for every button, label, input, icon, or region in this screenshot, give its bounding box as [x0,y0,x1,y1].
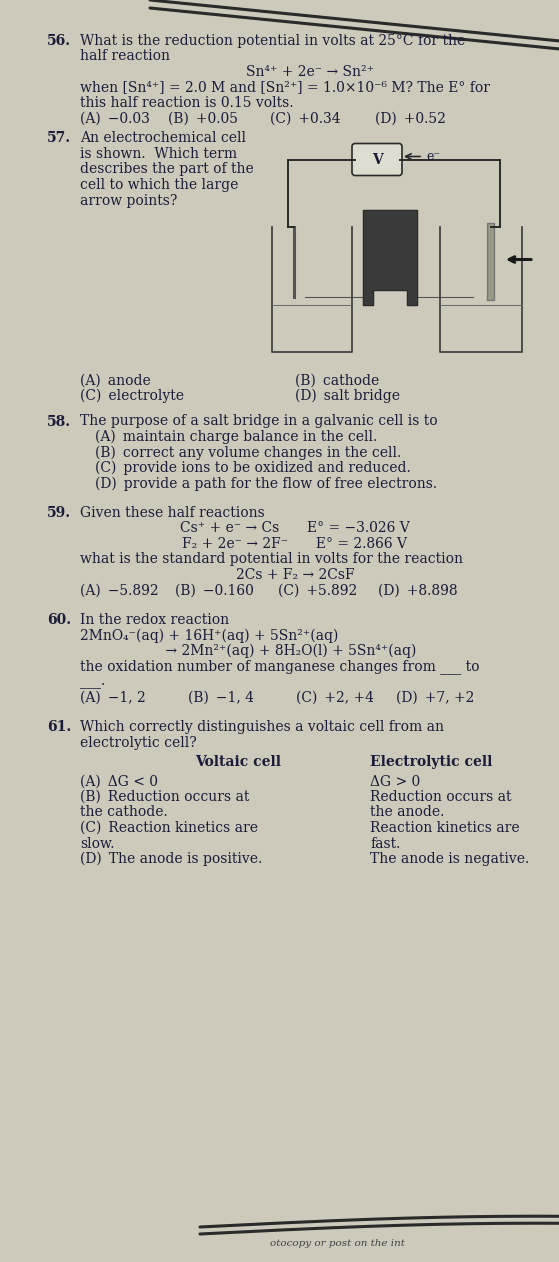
Text: (C) electrolyte: (C) electrolyte [80,389,184,404]
Text: 58.: 58. [47,414,71,429]
Text: (C) provide ions to be oxidized and reduced.: (C) provide ions to be oxidized and redu… [95,461,411,476]
Text: (B) −0.160: (B) −0.160 [175,583,254,597]
Text: 2Cs + F₂ → 2CsF: 2Cs + F₂ → 2CsF [236,568,354,582]
Text: the cathode.: the cathode. [80,805,168,819]
Text: (B) correct any volume changes in the cell.: (B) correct any volume changes in the ce… [95,445,401,459]
Text: e⁻: e⁻ [426,150,440,163]
Text: the oxidation number of manganese changes from ___ to: the oxidation number of manganese change… [80,660,480,674]
Text: half reaction: half reaction [80,49,170,63]
Text: Electrolytic cell: Electrolytic cell [370,755,492,769]
Text: What is the reduction potential in volts at 25°C for the: What is the reduction potential in volts… [80,34,465,48]
Text: In the redox reaction: In the redox reaction [80,613,229,627]
Text: The purpose of a salt bridge in a galvanic cell is to: The purpose of a salt bridge in a galvan… [80,414,438,429]
Text: (A) ΔG < 0: (A) ΔG < 0 [80,775,158,789]
Text: (B) cathode: (B) cathode [295,374,379,387]
Text: 60.: 60. [47,613,71,627]
Polygon shape [363,209,417,304]
Text: is shown.  Which term: is shown. Which term [80,146,237,162]
Text: 56.: 56. [47,34,71,48]
Text: ___.: ___. [80,675,105,689]
Text: (A) anode: (A) anode [80,374,151,387]
Text: (D) salt bridge: (D) salt bridge [295,389,400,404]
Text: (C) +0.34: (C) +0.34 [270,111,340,125]
Text: V: V [372,153,382,167]
Text: The anode is negative.: The anode is negative. [370,852,529,866]
Text: 59.: 59. [47,506,71,520]
Text: Cs⁺ + e⁻ → Cs  E° = −3.026 V: Cs⁺ + e⁻ → Cs E° = −3.026 V [180,521,410,535]
Text: Reduction occurs at: Reduction occurs at [370,790,511,804]
Text: ΔG > 0: ΔG > 0 [370,775,420,789]
Text: (A) −0.03: (A) −0.03 [80,111,150,125]
Text: F₂ + 2e⁻ → 2F⁻  E° = 2.866 V: F₂ + 2e⁻ → 2F⁻ E° = 2.866 V [182,538,408,551]
Text: cell to which the large: cell to which the large [80,178,238,192]
Text: Reaction kinetics are: Reaction kinetics are [370,822,520,835]
Text: 61.: 61. [47,721,71,734]
Text: (B) Reduction occurs at: (B) Reduction occurs at [80,790,249,804]
Text: 57.: 57. [47,131,71,145]
Text: this half reaction is 0.15 volts.: this half reaction is 0.15 volts. [80,96,293,110]
Text: (D) +7, +2: (D) +7, +2 [396,690,475,704]
Text: electrolytic cell?: electrolytic cell? [80,736,197,750]
Text: Given these half reactions: Given these half reactions [80,506,265,520]
Text: Voltaic cell: Voltaic cell [195,755,281,769]
Text: (D) +8.898: (D) +8.898 [378,583,458,597]
Text: (C) +2, +4: (C) +2, +4 [296,690,374,704]
Text: describes the part of the: describes the part of the [80,163,254,177]
Text: Which correctly distinguishes a voltaic cell from an: Which correctly distinguishes a voltaic … [80,721,444,734]
Text: An electrochemical cell: An electrochemical cell [80,131,246,145]
Text: (A) −1, 2: (A) −1, 2 [80,690,146,704]
Text: (B) +0.05: (B) +0.05 [168,111,238,125]
Text: what is the standard potential in volts for the reaction: what is the standard potential in volts … [80,553,463,567]
Text: Sn⁴⁺ + 2e⁻ → Sn²⁺: Sn⁴⁺ + 2e⁻ → Sn²⁺ [246,66,374,80]
Text: arrow points?: arrow points? [80,193,177,207]
Text: (C) Reaction kinetics are: (C) Reaction kinetics are [80,822,258,835]
Text: (B) −1, 4: (B) −1, 4 [188,690,254,704]
Text: (A) −5.892: (A) −5.892 [80,583,159,597]
Text: when [Sn⁴⁺] = 2.0 M and [Sn²⁺] = 1.0×10⁻⁶ M? The E° for: when [Sn⁴⁺] = 2.0 M and [Sn²⁺] = 1.0×10⁻… [80,81,490,95]
Text: 2MnO₄⁻(aq) + 16H⁺(aq) + 5Sn²⁺(aq): 2MnO₄⁻(aq) + 16H⁺(aq) + 5Sn²⁺(aq) [80,628,338,642]
Text: → 2Mn²⁺(aq) + 8H₂O(l) + 5Sn⁴⁺(aq): → 2Mn²⁺(aq) + 8H₂O(l) + 5Sn⁴⁺(aq) [110,644,416,659]
FancyBboxPatch shape [352,144,402,175]
Text: (D) provide a path for the flow of free electrons.: (D) provide a path for the flow of free … [95,477,437,491]
Text: (D) The anode is positive.: (D) The anode is positive. [80,852,262,867]
Text: slow.: slow. [80,837,115,851]
Text: (A) maintain charge balance in the cell.: (A) maintain charge balance in the cell. [95,430,377,444]
Text: (D) +0.52: (D) +0.52 [375,111,446,125]
Text: otocopy or post on the int: otocopy or post on the int [270,1239,405,1248]
Text: (C) +5.892: (C) +5.892 [278,583,357,597]
Text: the anode.: the anode. [370,805,444,819]
Text: fast.: fast. [370,837,400,851]
